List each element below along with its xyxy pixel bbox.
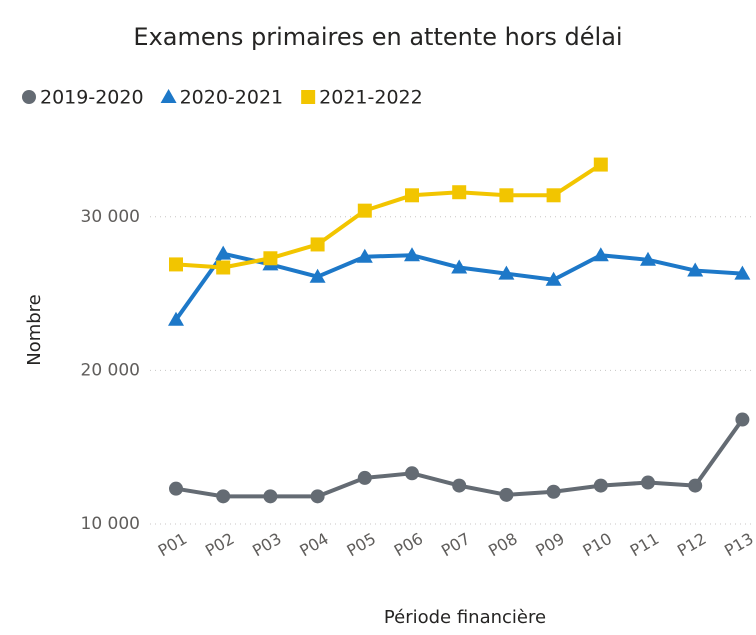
data-point xyxy=(310,237,325,252)
data-point xyxy=(168,311,184,326)
series-line xyxy=(175,162,602,270)
y-tick-label: 20 000 xyxy=(81,360,140,380)
data-point xyxy=(452,478,467,493)
data-point xyxy=(734,265,751,280)
x-tick-label: P03 xyxy=(249,529,284,560)
data-point xyxy=(499,188,514,203)
x-tick-label: P13 xyxy=(721,529,756,560)
data-point xyxy=(640,251,656,266)
legend-marker xyxy=(22,90,36,104)
data-point xyxy=(216,489,231,504)
x-tick-label: P10 xyxy=(580,529,615,560)
data-point xyxy=(545,271,562,286)
data-point xyxy=(216,260,231,275)
chart-title: Examens primaires en attente hors délai xyxy=(133,23,622,51)
y-axis-label: Nombre xyxy=(24,294,45,366)
data-point xyxy=(593,157,608,172)
x-tick-label: P01 xyxy=(155,529,190,560)
legend-marker xyxy=(301,90,316,104)
data-point xyxy=(263,489,278,504)
x-tick-label: P12 xyxy=(674,529,709,560)
x-tick-label: P11 xyxy=(627,529,662,560)
legend-label: 2019-2020 xyxy=(40,87,144,109)
x-tick-label: P04 xyxy=(296,529,331,560)
data-point xyxy=(357,203,372,218)
data-point xyxy=(688,478,703,493)
y-tick-label: 30 000 xyxy=(81,207,140,227)
data-point xyxy=(546,188,561,203)
y-tick-label: 10 000 xyxy=(81,514,140,534)
data-point xyxy=(735,412,750,427)
data-point xyxy=(169,481,183,496)
data-point xyxy=(546,484,561,499)
data-point xyxy=(215,245,232,260)
x-axis-label: Période financière xyxy=(384,607,546,628)
data-point xyxy=(357,470,372,485)
data-point xyxy=(169,257,183,272)
x-tick-label: P02 xyxy=(202,529,237,560)
data-point xyxy=(641,475,655,490)
data-point xyxy=(404,247,420,262)
legend-marker xyxy=(160,89,177,103)
data-point xyxy=(592,247,609,262)
data-point xyxy=(310,489,325,504)
data-point xyxy=(405,188,419,203)
data-point xyxy=(356,248,373,263)
data-point xyxy=(452,185,467,200)
legend-label: 2021-2022 xyxy=(319,87,423,109)
x-tick-label: P06 xyxy=(391,529,426,560)
data-point xyxy=(498,265,515,280)
data-point xyxy=(593,478,608,493)
x-tick-label: P05 xyxy=(344,529,379,560)
x-tick-label: P09 xyxy=(532,529,567,560)
data-point xyxy=(405,466,419,481)
data-point xyxy=(309,268,326,283)
x-tick-label: P08 xyxy=(485,529,520,560)
data-point xyxy=(451,259,468,274)
data-point xyxy=(263,251,278,266)
x-tick-label: P07 xyxy=(438,529,473,560)
legend-label: 2020-2021 xyxy=(180,87,284,109)
data-point xyxy=(499,487,514,502)
data-point xyxy=(687,262,704,277)
